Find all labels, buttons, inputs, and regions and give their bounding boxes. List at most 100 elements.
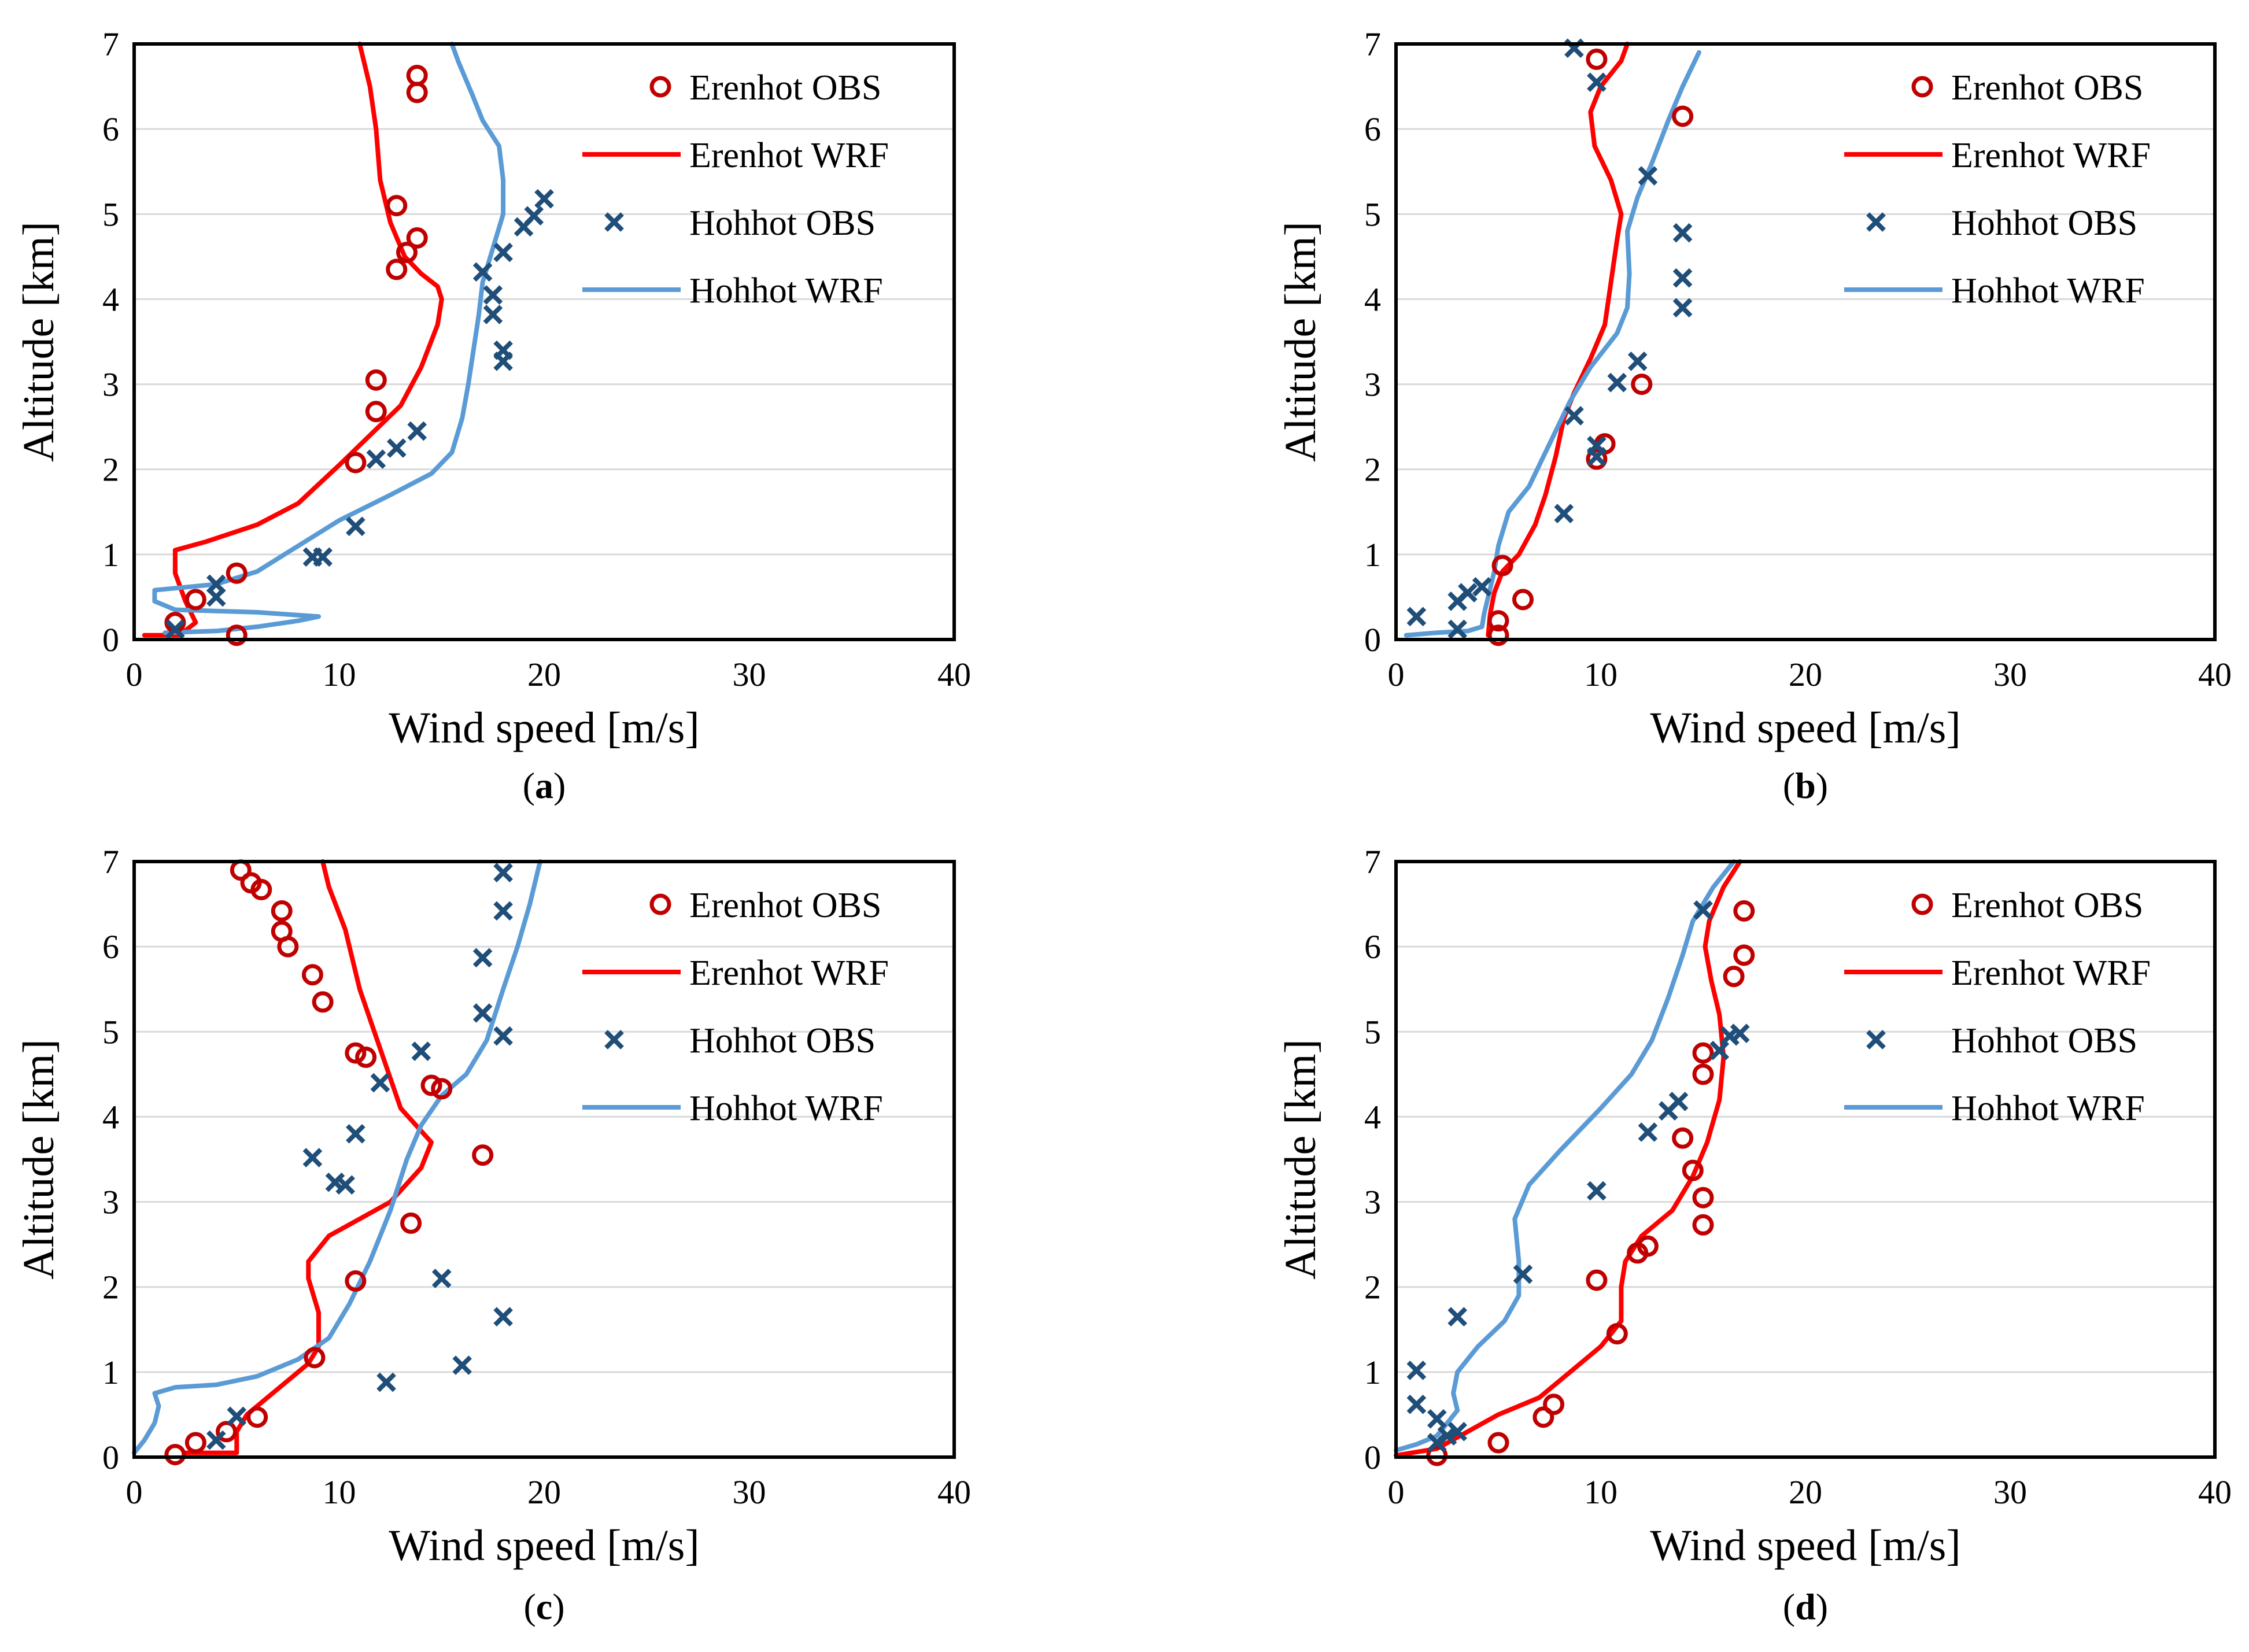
data-point-hohhot-obs (1627, 352, 1648, 371)
data-point-hohhot-obs (206, 1430, 226, 1450)
y-tick-label: 2 (1364, 1269, 1381, 1306)
x-axis-title: Wind speed [m/s] (1650, 704, 1960, 752)
panel-caption: (c) (523, 1586, 564, 1627)
y-tick-label: 2 (102, 1269, 119, 1306)
data-point-hohhot-obs (1447, 1422, 1468, 1442)
data-point-erenhot-obs (345, 452, 367, 474)
data-point-erenhot-obs (1733, 900, 1755, 922)
data-point-hohhot-obs (411, 1041, 431, 1061)
series-line-hohhot-wrf (1394, 859, 1737, 1453)
x-tick-label: 0 (126, 656, 143, 693)
data-point-hohhot-obs (1406, 607, 1427, 627)
x-tick-label: 10 (1584, 1473, 1617, 1511)
data-point-erenhot-obs (1543, 1394, 1565, 1416)
y-tick-label: 2 (1364, 451, 1381, 489)
legend-label-erenhot-wrf: Erenhot WRF (689, 953, 889, 993)
data-point-erenhot-obs (1692, 1214, 1714, 1236)
data-point-erenhot-obs (312, 991, 334, 1013)
y-tick-label: 6 (102, 110, 119, 148)
data-point-erenhot-obs (1532, 1406, 1554, 1428)
data-point-erenhot-obs (1692, 1187, 1714, 1208)
plot-frame (132, 42, 956, 641)
data-point-hohhot-obs (452, 1355, 472, 1375)
legend-swatch-hohhot-obs (604, 212, 624, 232)
x-tick-label: 0 (1388, 1473, 1405, 1511)
chart-panel-c: 0 1 2 3 4 5 6 7 0 10 20 30 40 Wind speed [m/s] Altitud… (14, 843, 971, 1627)
legend-swatch-erenhot-obs (649, 893, 671, 915)
data-point-erenhot-obs (365, 401, 387, 423)
x-tick-label: 40 (937, 1473, 971, 1511)
data-point-erenhot-obs (1586, 1269, 1608, 1291)
x-tick-label: 10 (323, 656, 356, 693)
y-tick-label: 0 (1364, 1439, 1381, 1476)
data-point-erenhot-obs (1692, 1063, 1714, 1085)
series-line-hohhot-wrf (152, 42, 506, 635)
y-tick-label: 0 (102, 1439, 119, 1476)
data-point-erenhot-obs (345, 1042, 367, 1064)
panel-caption: (a) (523, 765, 566, 806)
data-point-hohhot-obs (165, 619, 185, 640)
legend: Erenhot OBS Erenhot WRF Hohhot OBS Hohhot W… (1844, 68, 2151, 311)
data-point-erenhot-obs (1606, 1323, 1628, 1345)
legend: Erenhot OBS Erenhot WRF Hohhot OBS Hohhot W… (1844, 886, 2151, 1128)
data-point-erenhot-obs (386, 195, 408, 217)
y-tick-label: 6 (1364, 928, 1381, 966)
data-point-erenhot-obs (472, 1144, 494, 1166)
data-point-hohhot-obs (493, 1026, 513, 1046)
data-point-hohhot-obs (493, 863, 513, 882)
data-point-hohhot-obs (370, 1073, 390, 1093)
legend-label-hohhot-obs: Hohhot OBS (1951, 204, 2137, 243)
y-tick-label: 0 (1364, 621, 1381, 659)
data-point-hohhot-obs (1447, 619, 1468, 640)
data-point-hohhot-obs (1447, 1307, 1468, 1327)
legend-label-hohhot-wrf: Hohhot WRF (1951, 271, 2145, 311)
plot-frame (1394, 42, 2217, 641)
data-point-erenhot-obs (240, 872, 262, 894)
legend-label-erenhot-wrf: Erenhot WRF (1951, 953, 2151, 993)
data-point-hohhot-obs (1709, 1040, 1730, 1060)
data-point-hohhot-obs (1427, 1433, 1447, 1453)
legend-label-hohhot-wrf: Hohhot WRF (689, 271, 883, 311)
data-point-hohhot-obs (483, 305, 503, 324)
legend-label-erenhot-obs: Erenhot OBS (689, 68, 881, 108)
series-line-hohhot-wrf (1404, 50, 1701, 638)
data-point-hohhot-obs (1437, 1426, 1457, 1446)
data-point-erenhot-obs (184, 1432, 206, 1454)
data-point-hohhot-obs (376, 1372, 396, 1392)
data-point-hohhot-obs (1587, 1181, 1607, 1201)
y-tick-label: 2 (102, 451, 119, 489)
data-point-erenhot-obs (1487, 610, 1509, 632)
y-tick-label: 1 (102, 536, 119, 574)
data-point-erenhot-obs (301, 964, 323, 986)
data-point-erenhot-obs (1512, 589, 1534, 611)
data-point-erenhot-obs (230, 859, 252, 881)
y-tick-label: 5 (1364, 1013, 1381, 1051)
legend-label-erenhot-obs: Erenhot OBS (1951, 68, 2143, 108)
x-tick-label: 0 (1388, 656, 1405, 693)
data-point-hohhot-obs (386, 438, 407, 458)
series-line-erenhot-wrf (1394, 859, 1742, 1458)
y-tick-label: 6 (102, 928, 119, 966)
x-tick-label: 30 (733, 1473, 766, 1511)
data-point-erenhot-obs (271, 900, 293, 922)
y-tick-label: 3 (1364, 366, 1381, 404)
chart-panel-d: 0 1 2 3 4 5 6 7 0 10 20 30 40 Wind speed [m/s] Altitud… (1276, 843, 2232, 1627)
data-point-hohhot-obs (325, 1172, 345, 1192)
y-tick-label: 1 (1364, 536, 1381, 574)
x-tick-label: 30 (1993, 1473, 2027, 1511)
x-axis-title: Wind speed [m/s] (1650, 1521, 1960, 1570)
data-point-erenhot-obs (226, 562, 248, 584)
y-tick-label: 7 (1364, 25, 1381, 63)
x-axis-title: Wind speed [m/s] (389, 704, 699, 752)
data-point-erenhot-obs (1692, 1042, 1714, 1064)
data-point-erenhot-obs (184, 589, 206, 611)
legend-label-hohhot-obs: Hohhot OBS (689, 1021, 876, 1060)
legend-swatch-hohhot-obs (1866, 212, 1886, 232)
data-point-hohhot-obs (1513, 1264, 1533, 1284)
data-point-erenhot-obs (1672, 1127, 1694, 1149)
y-tick-label: 5 (102, 195, 119, 233)
data-point-hohhot-obs (493, 1307, 513, 1327)
legend-label-hohhot-wrf: Hohhot WRF (689, 1089, 883, 1128)
legend: Erenhot OBS Erenhot WRF Hohhot OBS Hohhot W… (582, 68, 889, 311)
